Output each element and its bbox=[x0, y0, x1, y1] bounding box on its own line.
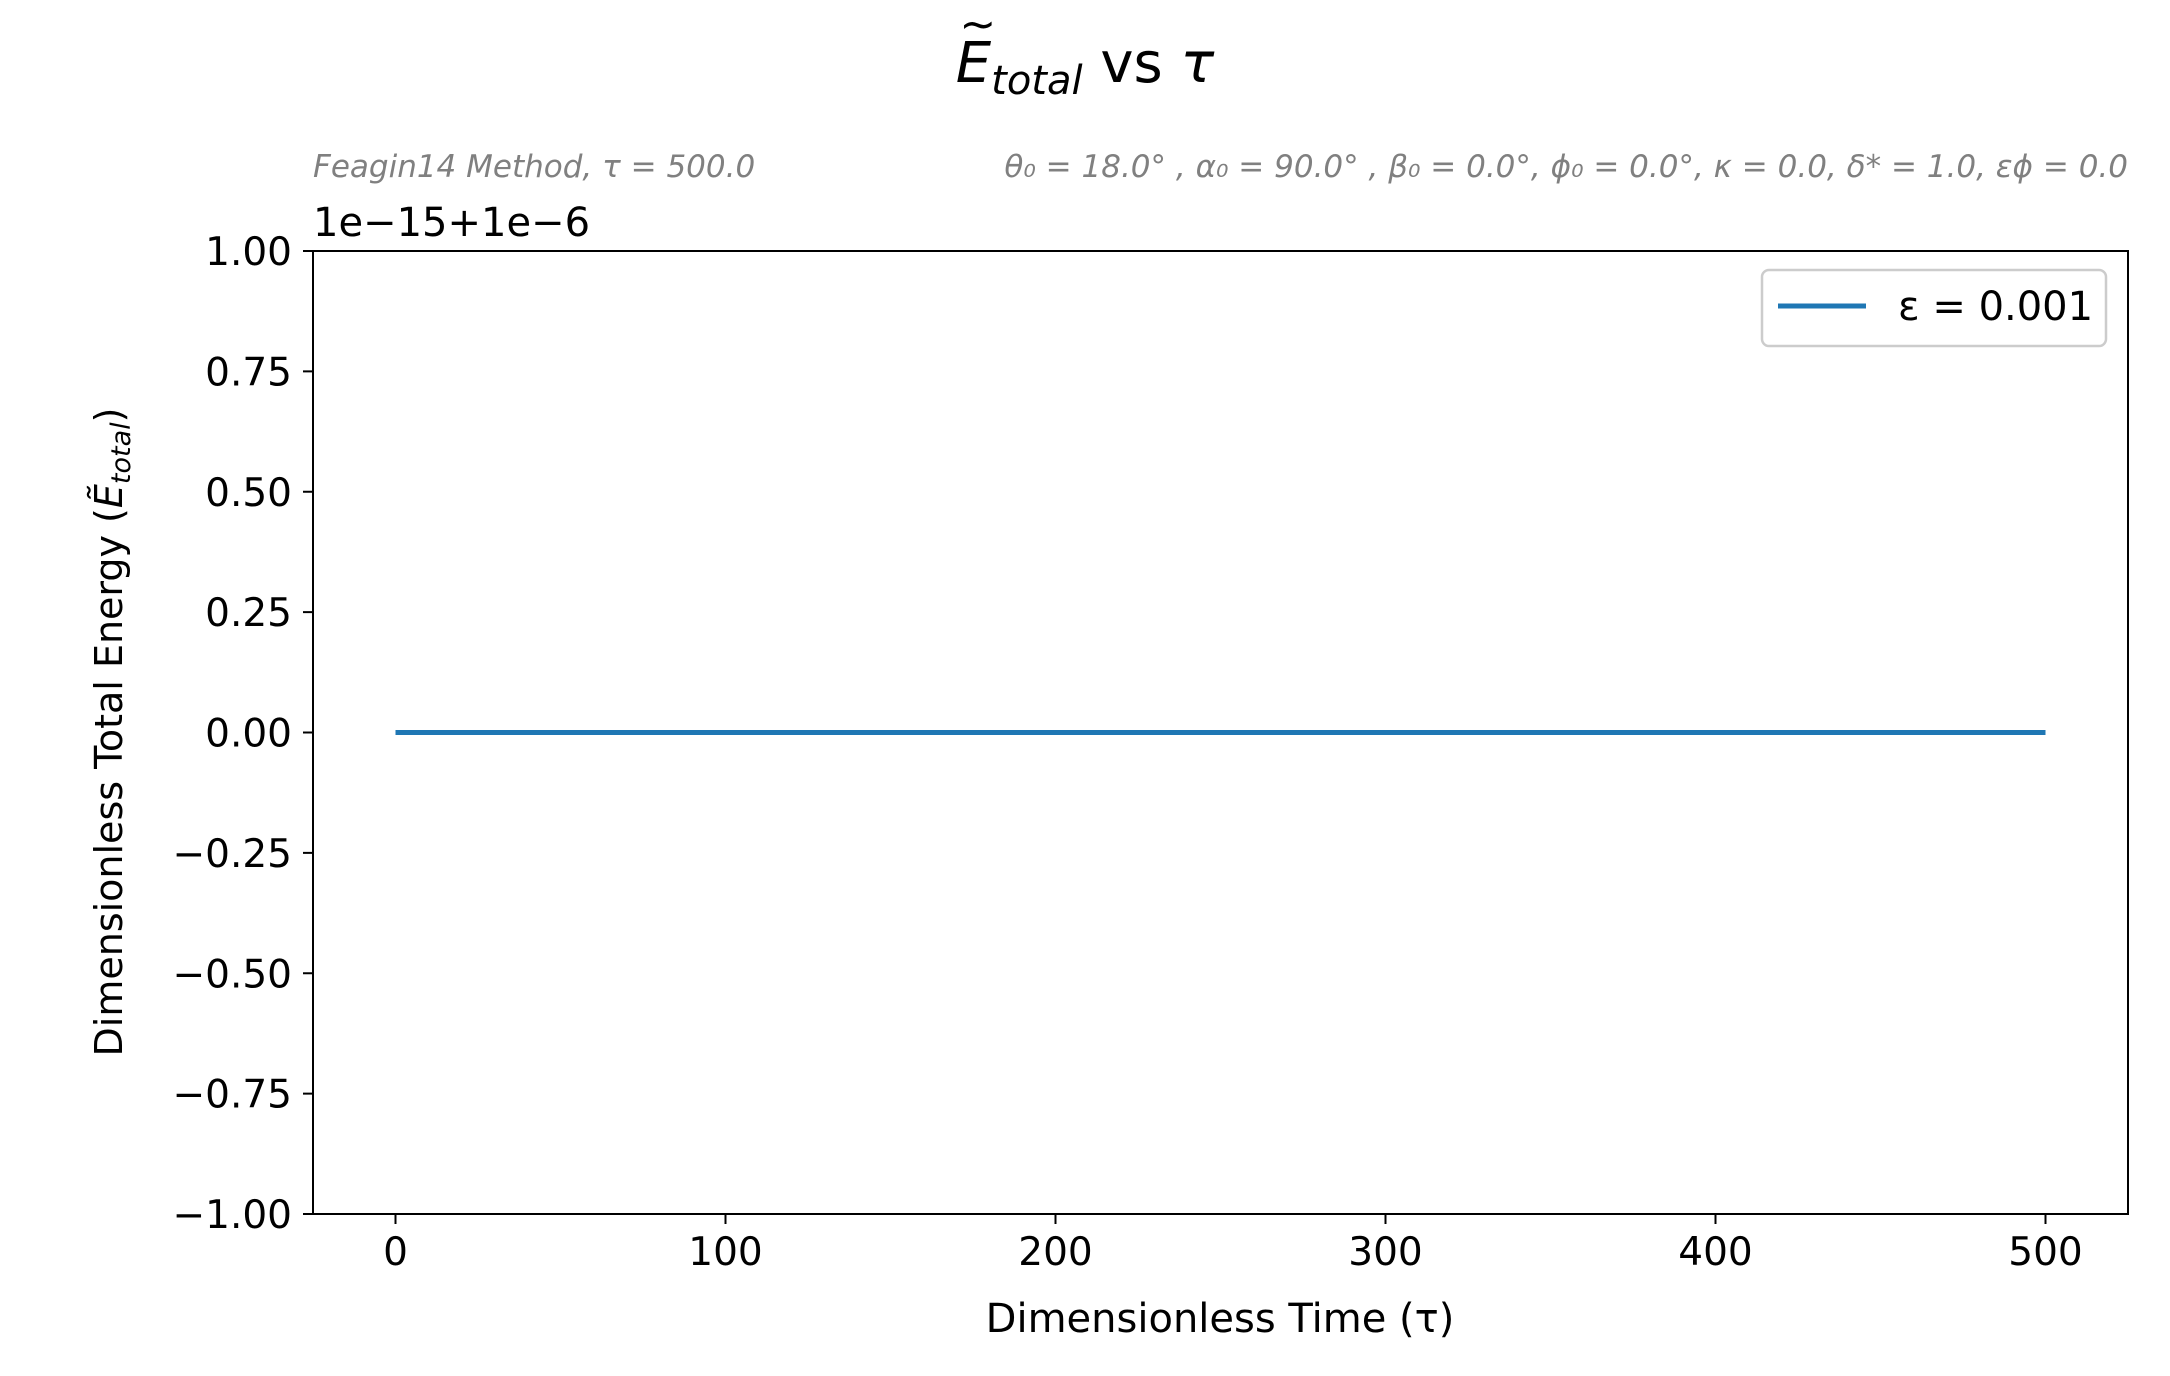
x-tick-label: 200 bbox=[1018, 1230, 1092, 1275]
y-label-prefix: Dimensionless Total Energy ( bbox=[87, 508, 131, 1056]
y-tick-label: 0.75 bbox=[205, 350, 292, 395]
x-tick-label: 300 bbox=[1348, 1230, 1422, 1275]
y-tick-label: 1.00 bbox=[205, 230, 292, 275]
y-tick-label: 0.25 bbox=[205, 591, 292, 636]
y-label-subscript: total bbox=[106, 422, 137, 484]
y-label-symbol: Ẽ bbox=[87, 484, 131, 508]
title-subscript: total bbox=[991, 58, 1082, 104]
y-tick-label: 0.50 bbox=[205, 471, 292, 516]
title-symbol: E bbox=[956, 31, 992, 96]
y-tick-label: −0.25 bbox=[172, 832, 292, 877]
y-tick-label: −0.75 bbox=[172, 1073, 292, 1118]
title-suffix: vs bbox=[1083, 31, 1181, 96]
y-tick-label: −0.50 bbox=[172, 952, 292, 997]
x-tick-label: 500 bbox=[2008, 1230, 2082, 1275]
legend: ε = 0.001 bbox=[1760, 268, 2108, 348]
x-tick-label: 400 bbox=[1678, 1230, 1752, 1275]
y-tick-label: −1.00 bbox=[172, 1193, 292, 1238]
y-axis-ticks: −1.00 −0.75 −0.50 −0.25 0.00 0.25 0.50 0.75 1.00 bbox=[172, 230, 313, 1238]
title-tau: τ bbox=[1181, 31, 1215, 96]
y-axis-offset-label: 1e−15+1e−6 bbox=[313, 200, 590, 246]
subtitle-parameters: θ₀ = 18.0° , α₀ = 90.0° , β₀ = 0.0°, ϕ₀ … bbox=[1004, 149, 2128, 185]
x-tick-label: 100 bbox=[688, 1230, 762, 1275]
legend-box bbox=[1760, 268, 2108, 348]
x-axis-ticks: 0 100 200 300 400 500 bbox=[383, 1214, 2083, 1275]
subtitle-method: Feagin14 Method, τ = 500.0 bbox=[313, 149, 755, 185]
y-axis-label: Dimensionless Total Energy (Ẽtotal) bbox=[87, 408, 137, 1057]
x-tick-label: 0 bbox=[383, 1230, 408, 1275]
chart-title: Etotal vs τ bbox=[956, 31, 1215, 104]
y-tick-label: 0.00 bbox=[205, 712, 292, 757]
x-axis-label: Dimensionless Time (τ) bbox=[986, 1296, 1455, 1342]
y-label-suffix: ) bbox=[87, 408, 131, 423]
legend-label: ε = 0.001 bbox=[1898, 284, 2093, 330]
title-tilde-accent: ~ bbox=[959, 0, 996, 50]
